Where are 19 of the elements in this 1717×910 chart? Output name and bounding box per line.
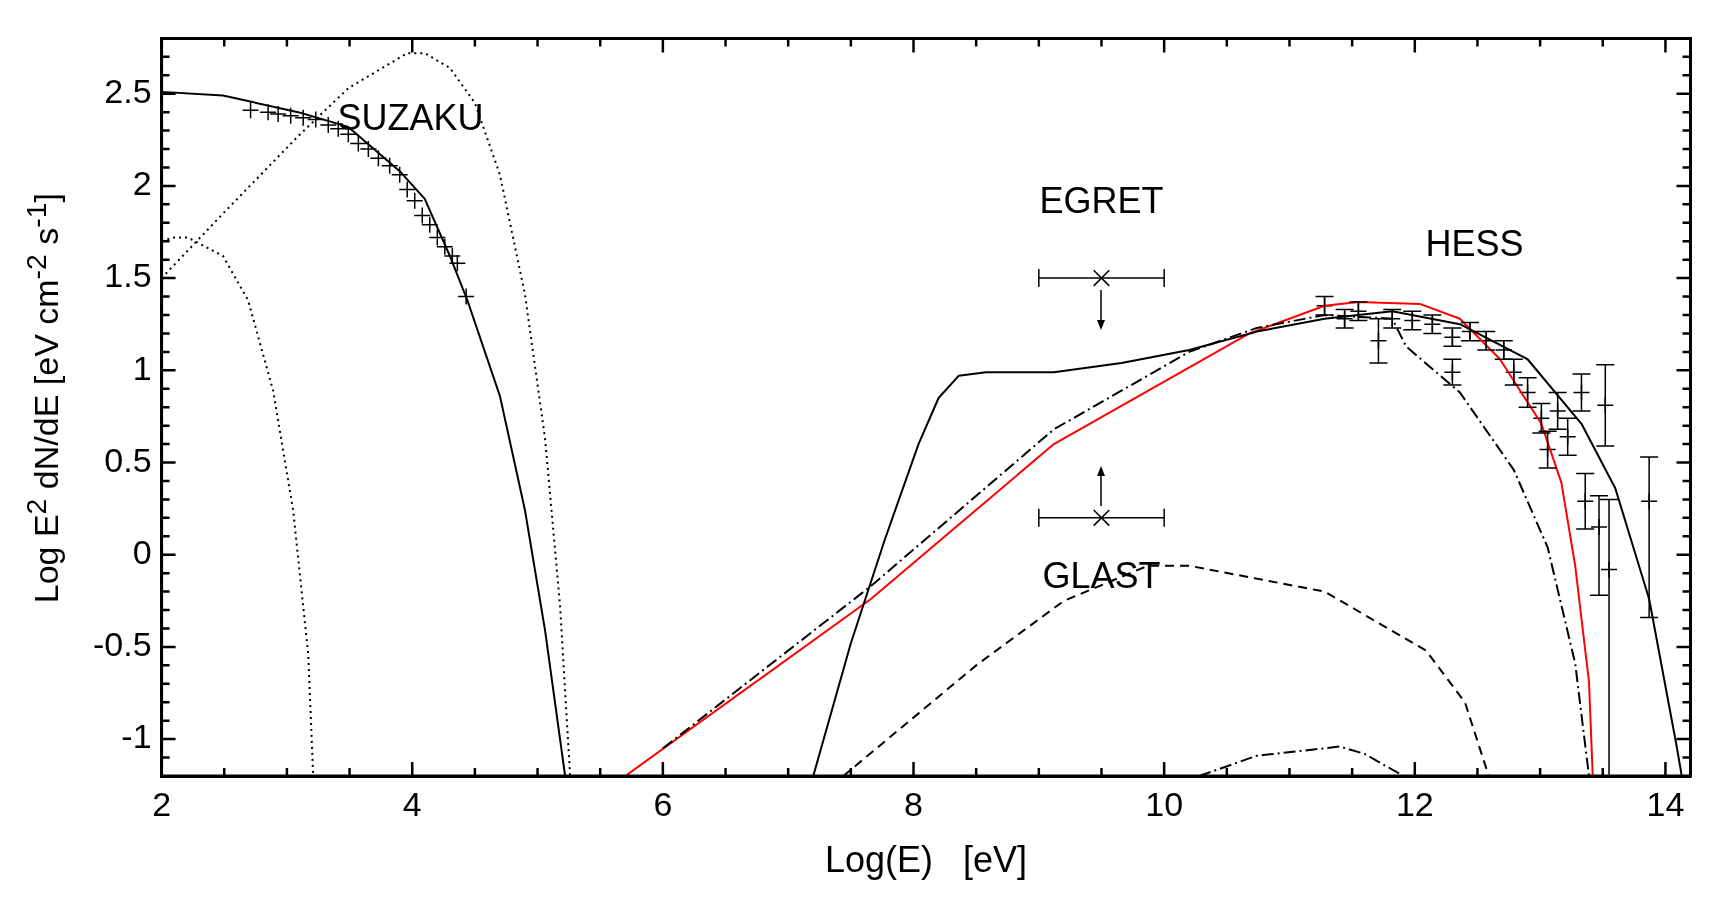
series-label: GLAST (1042, 554, 1161, 596)
y-tick-label: 2.5 (104, 72, 152, 111)
x-tick-label: 10 (1145, 784, 1184, 823)
x-tick-label: 4 (402, 784, 422, 823)
x-tick-label: 14 (1646, 784, 1685, 823)
y-tick-label: -1 (121, 717, 152, 756)
series-label: SUZAKU (337, 97, 484, 139)
series-label: HESS (1425, 222, 1524, 264)
y-tick-label: 1 (132, 348, 152, 387)
series-label: EGRET (1039, 180, 1164, 222)
x-tick-label: 6 (653, 784, 673, 823)
x-tick-label: 12 (1395, 784, 1434, 823)
y-tick-label: 0 (132, 533, 152, 572)
y-tick-label: 2 (132, 164, 152, 203)
y-tick-label: 0.5 (104, 440, 152, 479)
y-tick-label: 1.5 (104, 256, 152, 295)
x-tick-label: 8 (904, 784, 923, 823)
x-axis-title: Log(E) [eV] (824, 839, 1028, 881)
y-tick-label: -0.5 (92, 625, 152, 664)
